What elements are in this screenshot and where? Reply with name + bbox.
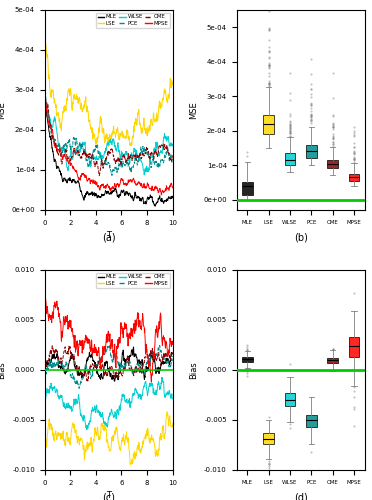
Legend: MLE, LSE, WLSE, PCE, CME, MPSE: MLE, LSE, WLSE, PCE, CME, MPSE <box>96 273 170 288</box>
PathPatch shape <box>327 160 338 168</box>
Y-axis label: MSE: MSE <box>0 101 6 119</box>
PathPatch shape <box>285 394 295 406</box>
Y-axis label: MSE: MSE <box>189 101 198 119</box>
PathPatch shape <box>263 434 274 444</box>
Y-axis label: Bias: Bias <box>0 361 7 379</box>
X-axis label: T: T <box>106 232 111 240</box>
Text: (d): (d) <box>294 492 307 500</box>
Text: (a): (a) <box>102 232 115 242</box>
PathPatch shape <box>327 358 338 363</box>
PathPatch shape <box>349 174 359 181</box>
Y-axis label: Bias: Bias <box>190 361 199 379</box>
PathPatch shape <box>306 144 317 158</box>
PathPatch shape <box>242 357 253 362</box>
PathPatch shape <box>285 154 295 164</box>
PathPatch shape <box>242 182 253 195</box>
Legend: MLE, LSE, WLSE, PCE, CME, MPSE: MLE, LSE, WLSE, PCE, CME, MPSE <box>96 13 170 28</box>
Text: (b): (b) <box>294 232 308 242</box>
PathPatch shape <box>263 115 274 134</box>
Text: (c): (c) <box>102 492 115 500</box>
PathPatch shape <box>349 336 359 356</box>
PathPatch shape <box>306 414 317 427</box>
X-axis label: T: T <box>106 492 111 500</box>
